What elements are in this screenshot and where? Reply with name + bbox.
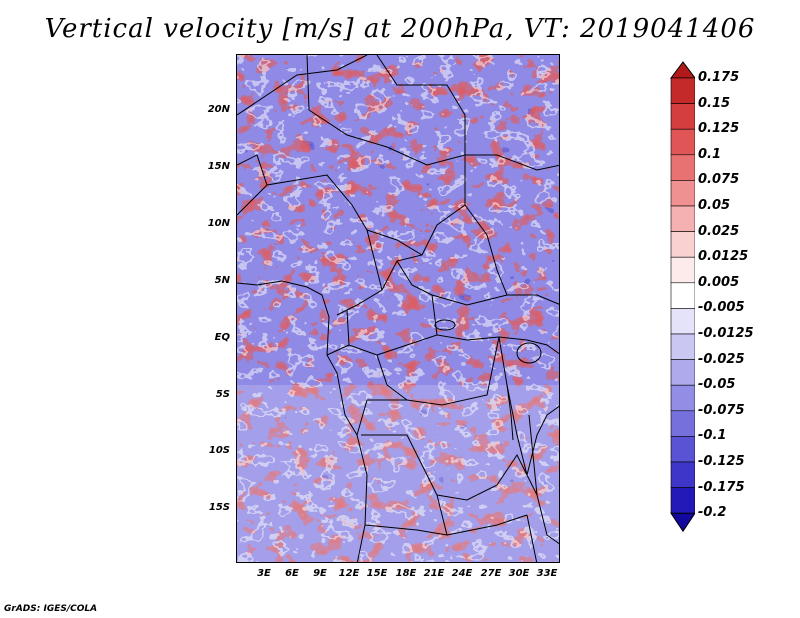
- lon-label: 12E: [338, 568, 360, 579]
- lat-label: 15N: [207, 161, 230, 172]
- colorbar-swatch: [670, 231, 695, 258]
- colorbar: [670, 61, 695, 533]
- colorbar-top-arrow: [670, 61, 695, 79]
- lon-label: 30E: [508, 568, 530, 579]
- lon-label: 27E: [480, 568, 502, 579]
- colorbar-swatch: [670, 256, 695, 284]
- colorbar-swatch: [670, 436, 695, 463]
- colorbar-swatch: [670, 180, 695, 207]
- colorbar-swatch: [670, 205, 695, 232]
- colorbar-swatch: [670, 333, 695, 360]
- lakes: [434, 319, 542, 496]
- country-borders: [237, 55, 559, 562]
- colorbar-swatch: [670, 282, 695, 309]
- colorbar-tick-label: 0.075: [698, 172, 740, 188]
- lon-label: 9E: [313, 568, 327, 579]
- lon-label: 6E: [285, 568, 299, 579]
- colorbar-tick-label: -0.2: [698, 505, 727, 521]
- colorbar-swatch: [670, 487, 695, 514]
- map-title: Vertical velocity [m/s] at 200hPa, VT: 2…: [44, 14, 756, 44]
- lon-label: 24E: [451, 568, 473, 579]
- colorbar-tick-label: -0.005: [698, 300, 745, 316]
- colorbar-tick-label: -0.025: [698, 351, 745, 367]
- field-south-tint: [237, 385, 559, 562]
- field-neutral: [237, 55, 559, 562]
- lon-label: 21E: [423, 568, 445, 579]
- colorbar-tick-label: 0.0125: [698, 249, 749, 265]
- lon-label: 3E: [257, 568, 271, 579]
- colorbar-bottom-arrow: [670, 512, 695, 533]
- colorbar-swatch: [670, 308, 695, 335]
- colorbar-tick-label: -0.075: [698, 402, 745, 418]
- colorbar-tick-label: -0.05: [698, 377, 736, 393]
- lon-label: 18E: [395, 568, 417, 579]
- colorbar-tick-label: -0.1: [698, 428, 727, 444]
- lat-label: 20N: [207, 104, 230, 115]
- colorbar-tick-label: 0.175: [698, 70, 740, 85]
- colorbar-swatch: [670, 128, 695, 156]
- colorbar-swatch: [670, 154, 695, 181]
- lat-label: 10N: [207, 218, 230, 229]
- colorbar-tick-label: 0.005: [698, 274, 740, 290]
- colorbar-swatch: [670, 359, 695, 386]
- lat-label: 5N: [214, 275, 230, 286]
- colorbar-swatch: [670, 384, 695, 412]
- colorbar-swatch: [670, 410, 695, 437]
- colorbar-tick-label: 0.05: [698, 198, 731, 213]
- lat-label: EQ: [214, 332, 230, 343]
- lat-label: 5S: [215, 389, 230, 400]
- lon-label: 15E: [366, 568, 388, 579]
- colorbar-tick-label: 0.1: [698, 146, 722, 162]
- colorbar-tick-label: -0.0125: [698, 326, 754, 341]
- colorbar-swatch: [670, 461, 695, 488]
- colorbar-tick-label: 0.15: [698, 95, 731, 111]
- lat-label: 10S: [208, 445, 230, 456]
- colorbar-swatch: [670, 103, 695, 130]
- colorbar-tick-label: 0.125: [698, 121, 740, 137]
- lat-label: 15S: [208, 502, 230, 513]
- lon-label: 33E: [536, 568, 558, 579]
- colorbar-tick-label: 0.025: [698, 223, 740, 239]
- grads-credit: GrADS: IGES/COLA: [4, 604, 98, 614]
- colorbar-swatch: [670, 77, 695, 104]
- colorbar-tick-label: -0.175: [698, 479, 745, 495]
- colorbar-tick-label: -0.125: [698, 454, 745, 469]
- map-panel: [236, 54, 560, 563]
- vertical-velocity-field: [237, 55, 559, 562]
